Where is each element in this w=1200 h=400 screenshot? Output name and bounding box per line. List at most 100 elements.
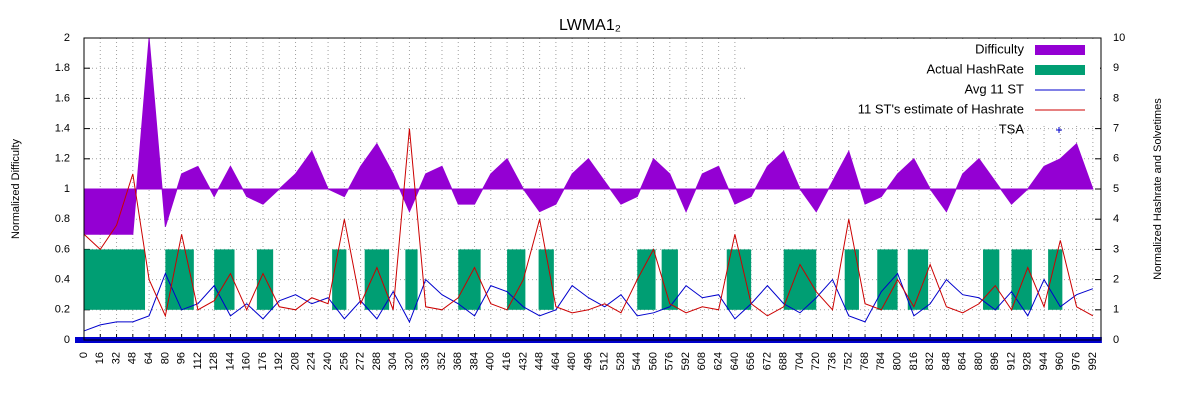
legend-swatch — [1056, 127, 1062, 133]
legend-label: TSA — [999, 121, 1025, 136]
y-tick-label: 0.6 — [55, 243, 70, 255]
legend-label: Difficulty — [975, 41, 1024, 56]
x-tick-label: 208 — [289, 352, 301, 370]
x-tick-label: 64 — [143, 352, 155, 364]
x-tick-label: 32 — [110, 352, 122, 364]
x-tick-label: 112 — [192, 352, 204, 370]
x-tick-label: 528 — [615, 352, 627, 370]
hashrate-block — [1048, 249, 1063, 310]
hashrate-block — [458, 249, 481, 310]
plot-frame — [83, 37, 1102, 341]
y-tick-label: 1.6 — [55, 92, 70, 104]
x-tick-label: 816 — [908, 352, 920, 370]
x-tick-label: 832 — [924, 352, 936, 370]
x-tick-label: 960 — [1054, 352, 1066, 370]
x-tick-label: 784 — [875, 352, 887, 370]
x-tick-label: 704 — [794, 352, 806, 370]
chart-title: LWMA1₂ — [559, 17, 621, 34]
y2-tick-label: 10 — [1113, 32, 1125, 44]
hashrate-block — [783, 249, 817, 310]
difficulty-area — [83, 37, 1094, 235]
y-tick-label: 1.2 — [55, 153, 70, 165]
hashrate-block — [538, 249, 554, 310]
y2-tick-label: 4 — [1113, 213, 1119, 225]
x-tick-label: 448 — [534, 352, 546, 370]
series-line — [83, 128, 1094, 318]
x-tick-label: 560 — [647, 352, 659, 370]
x-tick-label: 688 — [778, 352, 790, 370]
hashrate-block — [877, 249, 898, 310]
series-line — [83, 272, 1094, 332]
x-tick-label: 944 — [1038, 352, 1050, 370]
x-tick-label: 304 — [387, 352, 399, 370]
x-tick-label: 400 — [485, 352, 497, 370]
hashrate-block — [1011, 249, 1032, 310]
x-tick-label: 160 — [241, 352, 253, 370]
legend-label: 11 ST's estimate of Hashrate — [858, 101, 1024, 116]
x-tick-label: 352 — [436, 352, 448, 370]
hashrate-block — [256, 249, 274, 310]
x-tick-label: 240 — [322, 352, 334, 370]
hashrate-block — [983, 249, 1000, 310]
x-tick-label: 496 — [582, 352, 594, 370]
x-tick-label: 640 — [729, 352, 741, 370]
y2-tick-label: 1 — [1113, 304, 1119, 316]
x-tick-label: 608 — [696, 352, 708, 370]
hashrate-block — [84, 249, 146, 310]
legend-swatch — [1035, 65, 1085, 75]
x-tick-label: 976 — [1070, 352, 1082, 370]
hashrate-block — [214, 249, 235, 310]
x-tick-label: 800 — [892, 352, 904, 370]
hashrate-block — [364, 249, 390, 310]
legend-swatch — [1035, 45, 1085, 55]
y-tick-label: 0.4 — [55, 274, 70, 286]
x-tick-label: 288 — [371, 352, 383, 370]
hashrate-block — [507, 249, 526, 310]
x-tick-label: 912 — [1005, 352, 1017, 370]
x-tick-label: 512 — [599, 352, 611, 370]
x-tick-label: 256 — [338, 352, 350, 370]
x-tick-label: 752 — [843, 352, 855, 370]
x-tick-label: 720 — [810, 352, 822, 370]
x-tick-label: 0 — [78, 352, 90, 358]
x-tick-label: 128 — [208, 352, 220, 370]
y2-tick-label: 6 — [1113, 153, 1119, 165]
hashrate-block — [165, 249, 194, 310]
x-tick-label: 848 — [940, 352, 952, 370]
x-tick-label: 176 — [257, 352, 269, 370]
x-tick-label: 864 — [957, 352, 969, 370]
hashrate-block — [661, 249, 678, 310]
y-tick-label: 2 — [64, 32, 70, 44]
y2-tick-label: 9 — [1113, 62, 1119, 74]
x-tick-label: 544 — [631, 352, 643, 370]
y-tick-label: 0 — [64, 334, 70, 346]
x-tick-label: 656 — [745, 352, 757, 370]
x-tick-label: 880 — [973, 352, 985, 370]
x-tick-label: 320 — [403, 352, 415, 370]
hashrate-block — [637, 249, 656, 310]
x-tick-label: 480 — [566, 352, 578, 370]
hashrate-block — [907, 249, 929, 310]
x-tick-label: 384 — [468, 352, 480, 370]
x-tick-label: 272 — [355, 352, 367, 370]
y2-tick-label: 5 — [1113, 183, 1119, 195]
x-tick-label: 48 — [127, 352, 139, 364]
y2-axis-label: Normalized Hashrate and Solvetimes — [1152, 98, 1164, 280]
y2-tick-label: 7 — [1113, 123, 1119, 135]
x-tick-label: 592 — [680, 352, 692, 370]
x-tick-label: 672 — [761, 352, 773, 370]
y-tick-label: 1.4 — [55, 123, 70, 135]
x-tick-label: 768 — [859, 352, 871, 370]
y-axis-label: Normalized Difficulty — [10, 138, 22, 239]
y-tick-label: 1 — [64, 183, 70, 195]
y-tick-label: 0.8 — [55, 213, 70, 225]
x-tick-label: 928 — [1022, 352, 1034, 370]
y2-tick-label: 2 — [1113, 274, 1119, 286]
x-tick-label: 144 — [224, 352, 236, 370]
x-tick-label: 224 — [306, 352, 318, 370]
legend-label: Avg 11 ST — [965, 81, 1025, 96]
x-tick-label: 576 — [664, 352, 676, 370]
x-tick-label: 16 — [94, 352, 106, 364]
y-tick-label: 1.8 — [55, 62, 70, 74]
